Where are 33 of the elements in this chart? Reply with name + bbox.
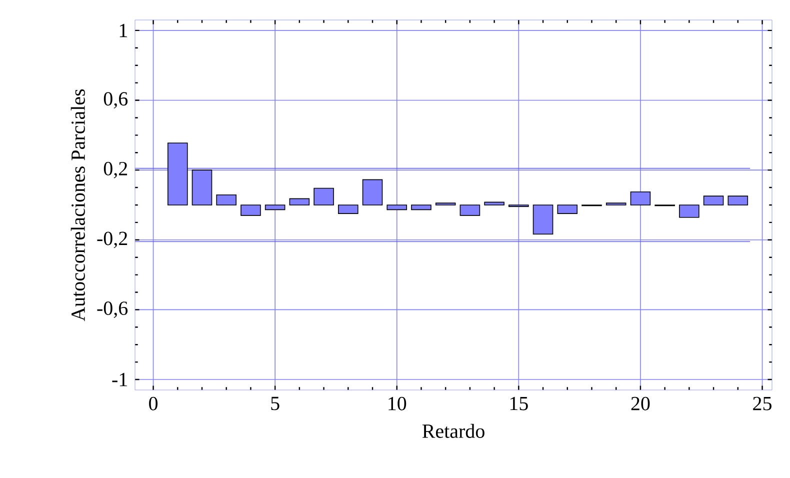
x-tick-label: 25: [753, 396, 772, 410]
y-axis-title: Autoccorrelaciones Parciales: [70, 89, 85, 322]
bar: [192, 170, 212, 206]
bar: [338, 204, 358, 214]
x-tick-label: 15: [510, 396, 528, 410]
bar: [484, 202, 504, 206]
bar: [411, 204, 432, 210]
bar: [728, 196, 748, 206]
x-tick-label: 0: [149, 396, 158, 410]
bar: [264, 204, 286, 210]
x-axis-title: Retardo: [422, 424, 484, 438]
bar: [703, 196, 724, 206]
bar: [557, 204, 578, 214]
bar: [240, 204, 261, 216]
bar: [460, 204, 480, 216]
bar: [216, 194, 236, 206]
y-tick-label: 0,2: [104, 162, 128, 178]
bar: [630, 192, 651, 206]
y-tick-label: -0,6: [97, 302, 128, 318]
bar: [386, 204, 408, 210]
y-tick-label: 1: [120, 24, 127, 38]
bar: [679, 204, 700, 218]
bar: [532, 204, 554, 235]
bar: [314, 188, 334, 206]
bar: [362, 179, 383, 206]
x-tick-label: 10: [388, 396, 406, 410]
bar: [167, 142, 188, 206]
y-tick-label: -0,2: [97, 232, 128, 248]
y-tick-label: 0,6: [104, 92, 128, 108]
x-tick-label: 20: [631, 396, 650, 410]
bar: [289, 198, 310, 206]
x-tick-label: 5: [271, 396, 280, 410]
y-tick-label: -1: [112, 372, 127, 386]
